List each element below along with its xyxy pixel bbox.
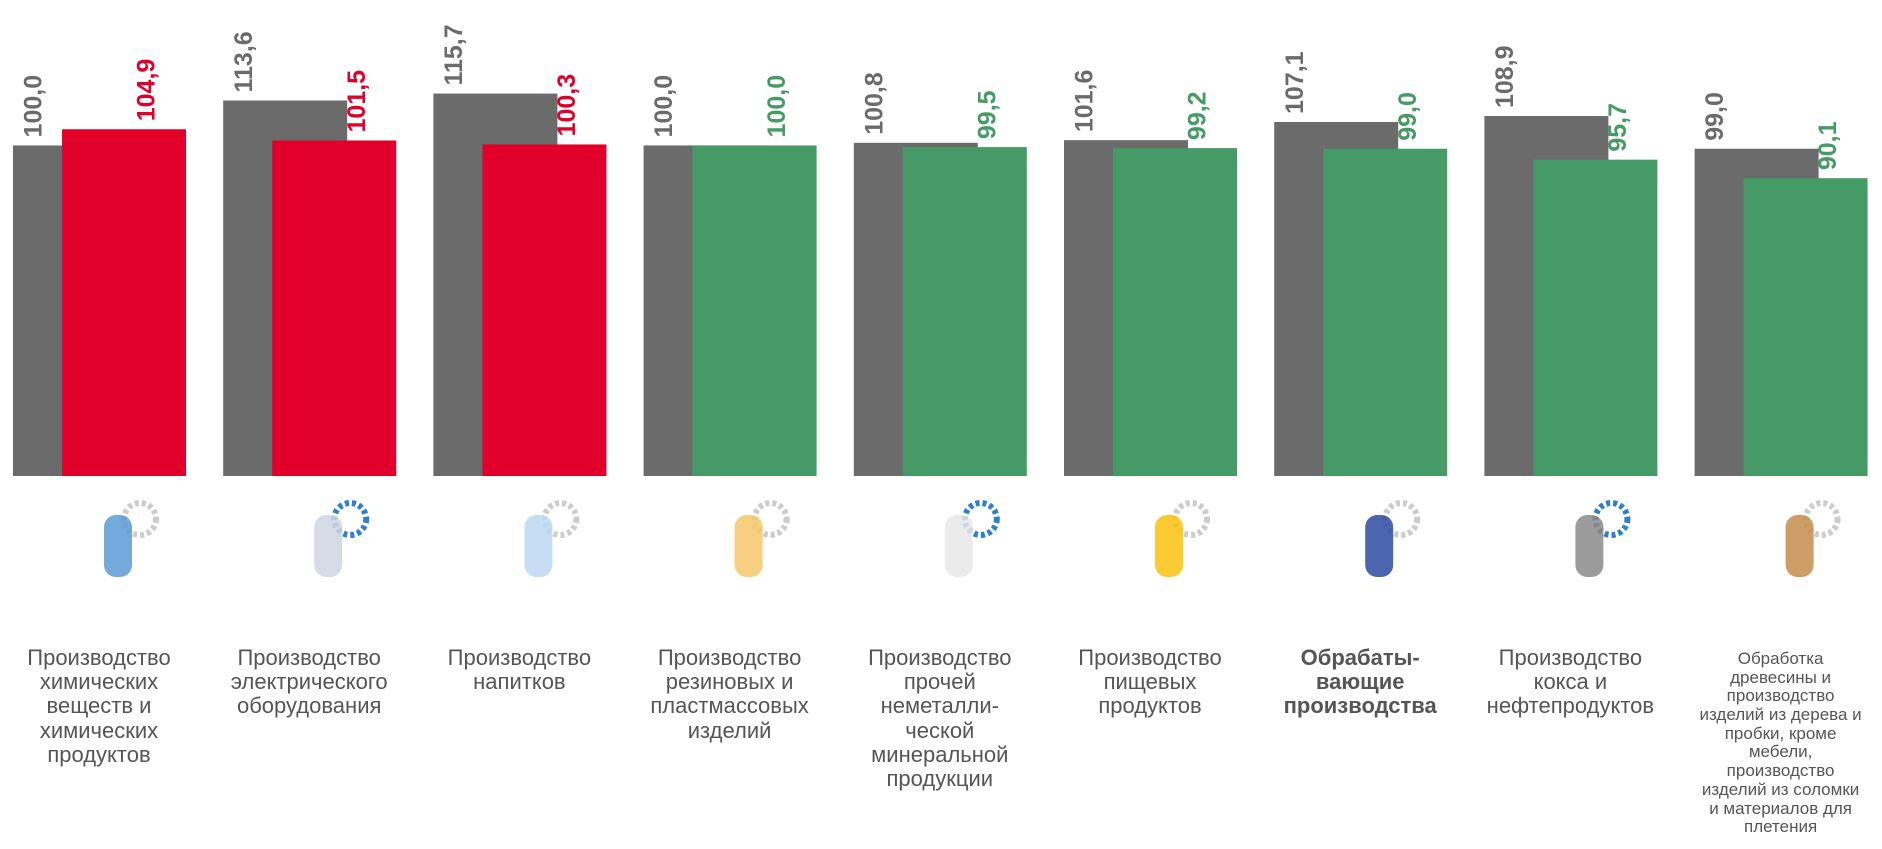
icon-body [735, 515, 763, 577]
x-tick-label: Производство прочей неметалли- ческой ми… [842, 646, 1038, 791]
bar [1113, 148, 1237, 476]
page: 100,0 104,9 113,6 101,5 115,7 100,3 100,0 100,0… [0, 0, 1882, 849]
icon-body [314, 515, 342, 577]
value-label: 99,2 [1184, 91, 1212, 140]
icon-body [1365, 515, 1393, 577]
x-tick-label: Обработка древесины и производство издел… [1681, 650, 1881, 837]
value-label: 107,1 [1281, 51, 1309, 114]
value-label: 108,9 [1491, 45, 1519, 108]
category-icon [1575, 503, 1627, 577]
category-icon [104, 503, 156, 577]
bar [693, 145, 817, 476]
value-label: 100,0 [20, 75, 48, 138]
icon-body [1786, 515, 1814, 577]
bar [1323, 149, 1447, 476]
value-label: 99,0 [1394, 92, 1422, 141]
category-icon [314, 503, 366, 577]
value-label: 101,5 [343, 70, 371, 133]
bar [272, 140, 396, 476]
x-tick-label: Обрабаты- вающие производства [1262, 646, 1458, 719]
icon-body [104, 515, 132, 577]
value-label: 99,0 [1701, 92, 1729, 141]
bar [482, 144, 606, 476]
value-label: 99,5 [973, 90, 1001, 139]
category-icon [1365, 503, 1417, 577]
category-icon [945, 503, 997, 577]
icon-body [1155, 515, 1183, 577]
value-label: 104,9 [133, 59, 161, 122]
x-tick-label: Производство электрического оборудования [211, 646, 407, 719]
value-label: 113,6 [230, 31, 258, 92]
category-icon [1786, 503, 1838, 577]
category-icon [735, 503, 787, 577]
bar [1744, 178, 1868, 476]
category-icon [1155, 503, 1207, 577]
value-label: 100,8 [860, 72, 888, 135]
value-label: 95,7 [1604, 103, 1632, 152]
value-label: 100,0 [763, 75, 791, 138]
value-label: 100,3 [553, 74, 581, 137]
bar [1533, 160, 1657, 476]
icon-body [524, 515, 552, 577]
icon-body [945, 515, 973, 577]
x-tick-label: Производство химических веществ и химиче… [1, 646, 197, 767]
value-label: 101,6 [1071, 70, 1099, 133]
x-tick-label: Производство пищевых продуктов [1052, 646, 1248, 719]
x-tick-label: Производство напитков [421, 646, 617, 694]
x-tick-label: Производство резиновых и пластмассовых и… [632, 646, 828, 743]
value-label: 115,7 [440, 24, 468, 85]
bar [62, 129, 186, 476]
value-label: 100,0 [650, 75, 678, 138]
value-label: 90,1 [1814, 121, 1842, 170]
x-tick-label: Производство кокса и нефтепродуктов [1472, 646, 1668, 719]
category-icon [524, 503, 576, 577]
icon-body [1575, 515, 1603, 577]
bar [903, 147, 1027, 476]
